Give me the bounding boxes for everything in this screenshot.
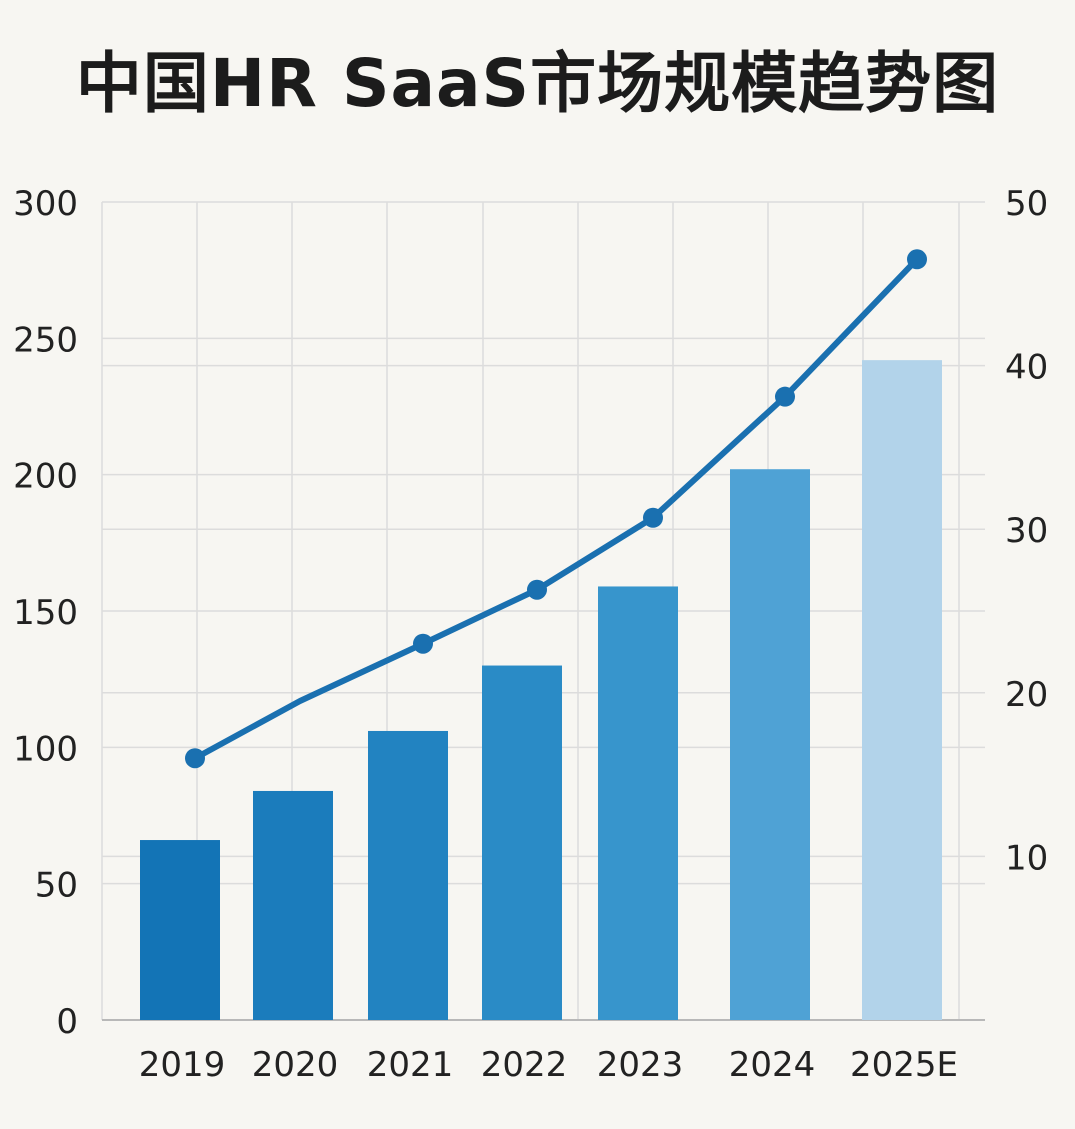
bar [598,586,678,1020]
y-left-tick-label: 0 [56,1002,78,1042]
bar [730,469,810,1020]
x-tick-label: 2023 [597,1045,684,1085]
bar [253,790,333,1020]
bar [482,665,562,1020]
x-tick-label: 2021 [367,1045,454,1085]
line-point [775,386,795,407]
line-point [907,249,927,270]
bar [140,840,220,1020]
x-tick-label: 2025E [850,1045,958,1085]
y-right-tick-label: 20 [1005,675,1048,715]
y-right-tick-label: 30 [1005,511,1048,551]
y-left-tick-label: 200 [13,457,78,497]
y-right-tick-label: 10 [1005,838,1048,878]
chart-title: 中国HR SaaS市场规模趋势图 [75,45,1000,122]
x-tick-label: 2024 [729,1045,816,1085]
line-point [643,507,663,528]
y-left-tick-label: 250 [13,320,78,360]
x-tick-label: 2020 [252,1045,339,1085]
bar [368,730,448,1020]
y-left-tick-label: 100 [13,729,78,769]
bar [862,360,942,1020]
y-left-tick-label: 300 [13,184,78,224]
y-left-tick-label: 150 [13,593,78,633]
y-left-tick-label: 50 [35,866,78,906]
x-tick-label: 2019 [139,1045,226,1085]
line-point [413,633,433,654]
y-right-tick-label: 40 [1005,348,1048,388]
x-tick-label: 2022 [481,1045,568,1085]
y-right-tick-label: 50 [1005,184,1048,224]
line-point [527,579,547,600]
line-point [185,748,205,769]
